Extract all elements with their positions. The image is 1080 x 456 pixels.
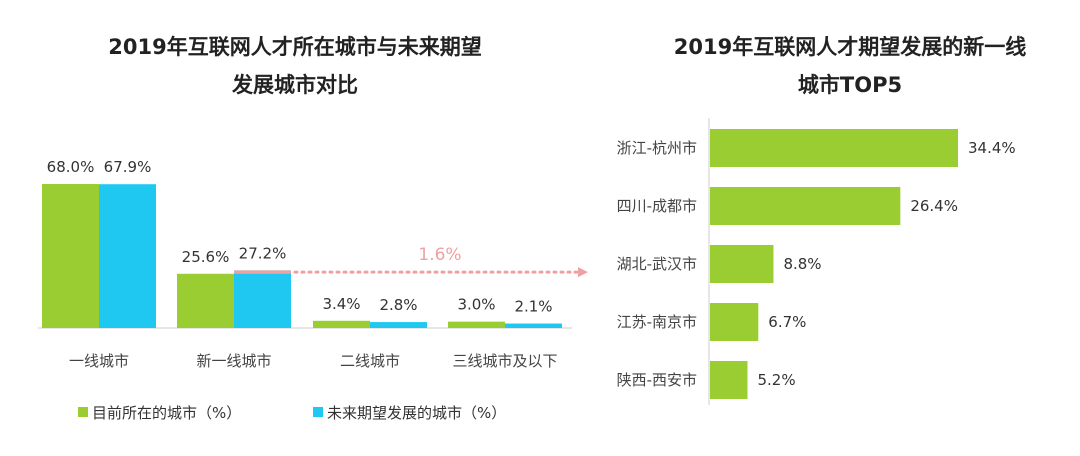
legend-swatch-future — [313, 407, 323, 417]
left-chart-title: 2019年互联网人才所在城市与未来期望 发展城市对比 — [60, 28, 530, 104]
legend-swatch-current — [78, 407, 88, 417]
data-label-future-2: 2.8% — [379, 296, 417, 314]
bar-current-3 — [448, 321, 505, 328]
hbar-data-label-1: 26.4% — [910, 197, 958, 215]
bar-future-0 — [99, 184, 156, 328]
growth-annotation-label: 1.6% — [418, 245, 461, 265]
category-label-0: 一线城市 — [69, 352, 129, 370]
hbar-1 — [710, 187, 901, 225]
hbar-data-label-3: 6.7% — [768, 313, 806, 331]
bar-future-2 — [370, 322, 427, 328]
data-label-current-0: 68.0% — [47, 158, 95, 176]
legend-label-current: 目前所在的城市（%） — [92, 404, 241, 422]
right-chart-title-line-1: 2019年互联网人才期望发展的新一线 — [673, 35, 1027, 59]
bar-current-1 — [177, 273, 234, 328]
hbar-category-label-3: 江苏-南京市 — [617, 313, 697, 331]
category-label-2: 二线城市 — [340, 352, 400, 370]
hbar-3 — [710, 303, 759, 341]
hbar-data-label-2: 8.8% — [783, 255, 821, 273]
hbar-category-label-4: 陕西-西安市 — [617, 371, 697, 389]
hbar-category-label-2: 湖北-武汉市 — [617, 255, 697, 273]
data-label-current-3: 3.0% — [457, 296, 495, 314]
left-chart-title-line-2: 发展城市对比 — [232, 73, 358, 97]
right-chart-title: 2019年互联网人才期望发展的新一线 城市TOP5 — [620, 28, 1080, 104]
data-label-future-0: 67.9% — [104, 158, 152, 176]
data-label-future-3: 2.1% — [514, 298, 552, 316]
left-grouped-bar-chart: 68.0% 67.9% 一线城市 25.6% 27.2% 新一线城市 3.4% 2.8% 二线城… — [38, 158, 588, 422]
growth-arrow-head — [578, 267, 588, 278]
category-label-1: 新一线城市 — [196, 352, 271, 370]
hbar-category-label-0: 浙江-杭州市 — [617, 139, 697, 157]
data-label-current-1: 25.6% — [182, 248, 230, 266]
hbar-category-label-1: 四川-成都市 — [617, 197, 697, 215]
bar-future-3 — [505, 323, 562, 328]
data-label-current-2: 3.4% — [322, 295, 360, 313]
bar-future-1 — [234, 270, 291, 328]
growth-segment — [234, 270, 291, 274]
bar-current-2 — [313, 320, 370, 328]
hbar-data-label-4: 5.2% — [757, 371, 795, 389]
bar-current-0 — [42, 184, 99, 328]
hbar-2 — [710, 245, 774, 283]
data-label-future-1: 27.2% — [239, 244, 287, 262]
category-label-3: 三线城市及以下 — [452, 352, 557, 370]
right-chart-title-line-2: 城市TOP5 — [797, 73, 903, 97]
hbar-0 — [710, 129, 958, 167]
hbar-data-label-0: 34.4% — [968, 139, 1016, 157]
hbar-4 — [710, 361, 748, 399]
legend-label-future: 未来期望发展的城市（%） — [327, 404, 506, 422]
left-chart-title-line-1: 2019年互联网人才所在城市与未来期望 — [108, 35, 482, 59]
